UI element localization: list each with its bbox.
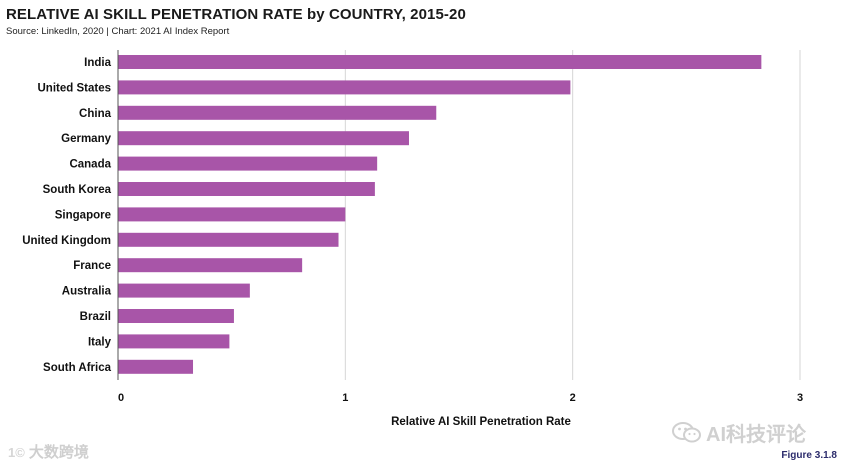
category-label-italy: Italy (88, 336, 112, 348)
watermark-right-text: AI科技评论 (706, 424, 806, 446)
watermark-left: 1© 大数跨境 (8, 441, 89, 462)
bar-brazil (118, 309, 234, 323)
category-label-china: China (79, 108, 112, 120)
x-tick-label-1: 1 (342, 392, 348, 404)
category-label-germany: Germany (61, 133, 111, 145)
category-label-france: France (73, 260, 111, 272)
bar-france (118, 258, 303, 273)
category-label-australia: Australia (62, 286, 112, 298)
bar-south-korea (118, 182, 375, 196)
chart-source: Source: LinkedIn, 2020 | Chart: 2021 AI … (6, 26, 230, 37)
figure-label: Figure 3.1.8 (781, 450, 837, 461)
watermark-left-text: 大数跨境 (28, 444, 89, 461)
x-tick-label-3: 3 (797, 392, 803, 404)
bar-united-kingdom (118, 232, 339, 247)
chart-title: RELATIVE AI SKILL PENETRATION RATE by CO… (6, 6, 466, 23)
category-label-singapore: Singapore (55, 209, 111, 221)
bar-singapore (118, 207, 346, 222)
bar-india (118, 55, 762, 69)
bar-italy (118, 334, 230, 349)
bar-australia (118, 283, 250, 298)
x-tick-labels: 0 1 2 3 (118, 392, 803, 404)
category-label-canada: Canada (69, 159, 111, 171)
bar-china (118, 105, 437, 120)
category-label-united-states: United States (38, 82, 112, 94)
category-label-south-africa: South Africa (43, 362, 112, 374)
bar-south-africa (118, 359, 194, 374)
bar-united-states (118, 80, 571, 95)
category-label-brazil: Brazil (80, 311, 111, 323)
bar-canada (118, 156, 378, 171)
wechat-icon (672, 422, 701, 443)
category-label-india: India (84, 57, 111, 69)
category-labels: India United States China Germany Canada Sout… (22, 57, 111, 374)
x-axis-label: Relative AI Skill Penetration Rate (391, 416, 571, 428)
watermark-logo-icon: 1© (8, 445, 25, 460)
bar-germany (118, 131, 409, 146)
bars (118, 55, 762, 374)
grid-lines (344, 50, 801, 380)
category-label-south-korea: South Korea (43, 184, 112, 196)
x-tick-label-2: 2 (570, 392, 576, 404)
x-tick-label-0: 0 (118, 392, 124, 404)
watermark-right: AI科技评论 (672, 418, 806, 447)
category-label-united-kingdom: United Kingdom (22, 235, 111, 247)
